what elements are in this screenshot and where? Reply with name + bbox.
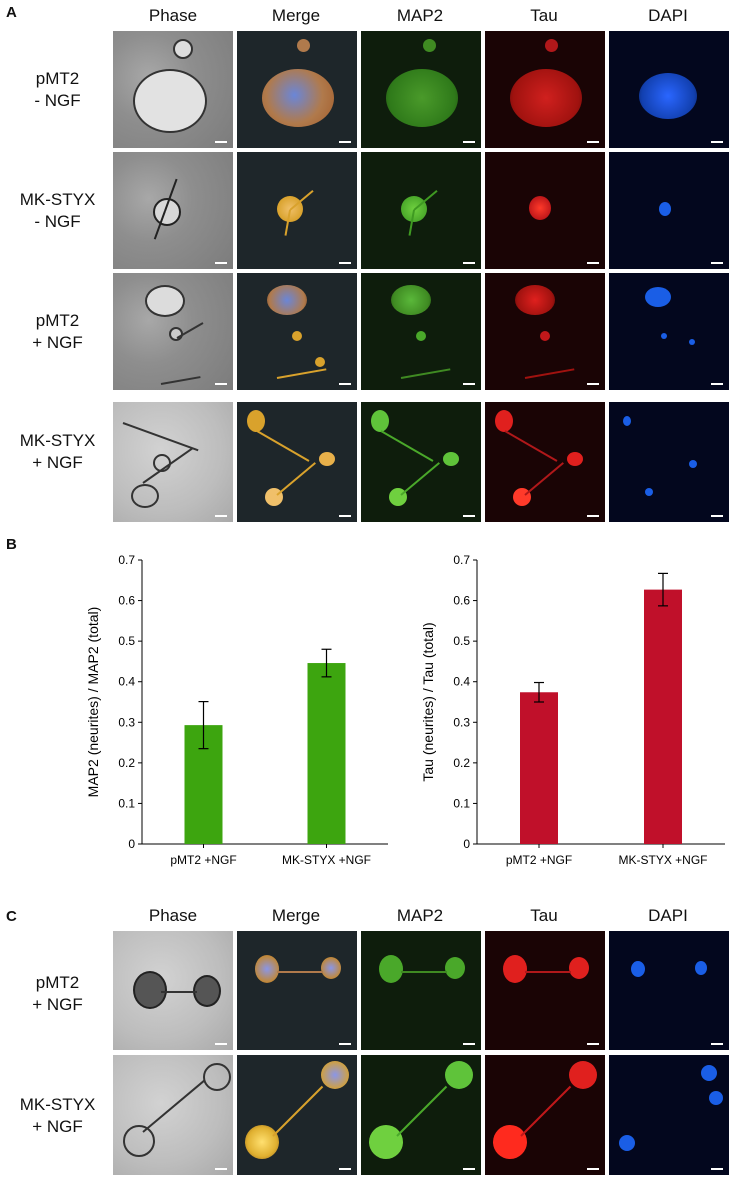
row-label-c1: pMT2 + NGF [5, 972, 110, 1016]
micrograph-c2-tau [485, 1055, 605, 1175]
tau-chart-ytick-label: 0.4 [453, 675, 470, 689]
tau-chart-ytick-label: 0.1 [453, 796, 470, 810]
row-label-c2-line2: + NGF [32, 1117, 83, 1136]
micrograph-c1-dapi [609, 931, 729, 1050]
map2-chart-ytick-label: 0.4 [118, 675, 135, 689]
micrograph-a1-dapi [609, 31, 729, 148]
column-header-phase: Phase [148, 6, 198, 25]
map2-chart-ytick-label: 0.6 [118, 594, 135, 608]
column-header-merge: Merge [271, 6, 321, 25]
micrograph-a2-tau [485, 152, 605, 269]
micrograph-a3-map2 [361, 273, 481, 390]
micrograph-a1-phase [113, 31, 233, 148]
tau-chart-ytick-label: 0.7 [453, 553, 470, 567]
row-label-a2: MK-STYX - NGF [5, 189, 110, 233]
tau-chart-bar [644, 589, 682, 844]
column-header-dapi-c: DAPI [648, 906, 688, 925]
micrograph-c1-merge [237, 931, 357, 1050]
tau-chart-ytick-label: 0.5 [453, 634, 470, 648]
column-header-merge-c: Merge [271, 906, 321, 925]
micrograph-a2-map2 [361, 152, 481, 269]
map2-chart-ytick-label: 0.3 [118, 715, 135, 729]
tau-chart-ytick-label: 0.3 [453, 715, 470, 729]
row-label-a2-line2: - NGF [34, 212, 81, 231]
column-header-dapi: DAPI [648, 6, 688, 25]
micrograph-a3-phase [113, 273, 233, 390]
map2-chart-ytick-label: 0.5 [118, 634, 135, 648]
map2-chart-category-label: MK-STYX +NGF [282, 853, 371, 867]
micrograph-a4-tau [485, 402, 605, 522]
micrograph-a4-phase [113, 402, 233, 522]
column-header-map2: MAP2 [396, 6, 444, 25]
row-label-a1-line2: - NGF [34, 91, 81, 110]
column-header-phase-c: Phase [148, 906, 198, 925]
micrograph-c1-tau [485, 931, 605, 1050]
row-label-a2-line1: MK-STYX [19, 190, 96, 209]
row-label-c2-line1: MK-STYX [19, 1095, 96, 1114]
tau-chart-bar [520, 692, 558, 844]
map2-chart-ytick-label: 0.7 [118, 553, 135, 567]
panel-a-letter: A [6, 4, 17, 21]
panel-b-letter: B [6, 536, 17, 553]
panel-c-letter: C [6, 908, 17, 925]
column-header-tau: Tau [530, 6, 558, 25]
row-label-c1-line2: + NGF [32, 995, 83, 1014]
tau-chart-ytick-label: 0.2 [453, 756, 470, 770]
micrograph-a4-map2 [361, 402, 481, 522]
micrograph-a4-dapi [609, 402, 729, 522]
row-label-a3: pMT2 + NGF [5, 310, 110, 354]
micrograph-a1-tau [485, 31, 605, 148]
row-label-a3-line2: + NGF [32, 333, 83, 352]
micrograph-a3-tau [485, 273, 605, 390]
micrograph-c2-dapi [609, 1055, 729, 1175]
micrograph-c1-phase [113, 931, 233, 1050]
row-label-a4: MK-STYX + NGF [5, 430, 110, 474]
row-label-a1: pMT2 - NGF [5, 68, 110, 112]
micrograph-c2-phase [113, 1055, 233, 1175]
micrograph-a4-merge [237, 402, 357, 522]
row-label-a4-line1: MK-STYX [19, 431, 96, 450]
micrograph-c1-map2 [361, 931, 481, 1050]
column-header-map2-c: MAP2 [396, 906, 444, 925]
map2-chart-ytick-label: 0.2 [118, 756, 135, 770]
map2-chart-ytick-label: 0 [128, 837, 135, 851]
tau-chart-ytick-label: 0.6 [453, 594, 470, 608]
row-label-a1-line1: pMT2 [35, 69, 80, 88]
column-header-tau-c: Tau [530, 906, 558, 925]
map2-chart-ylabel: MAP2 (neurites) / MAP2 (total) [85, 607, 101, 798]
chart-tau-ratio: 0 0.1 0.2 0.3 0.4 0.5 0.6 0.7 Tau (neurites) / T… [420, 553, 725, 867]
row-label-a3-line1: pMT2 [35, 311, 80, 330]
micrograph-c2-map2 [361, 1055, 481, 1175]
row-label-c1-line1: pMT2 [35, 973, 80, 992]
map2-chart-category-label: pMT2 +NGF [170, 853, 236, 867]
map2-chart-ytick-label: 0.1 [118, 796, 135, 810]
micrograph-a2-merge [237, 152, 357, 269]
row-label-c2: MK-STYX + NGF [5, 1094, 110, 1138]
map2-chart-bar [307, 663, 346, 844]
tau-chart-category-label: pMT2 +NGF [506, 853, 572, 867]
chart-map2-ratio: 0 0.1 0.2 0.3 0.4 0.5 0.6 0.7 MAP2 (neurites) / … [85, 553, 388, 867]
micrograph-a3-dapi [609, 273, 729, 390]
micrograph-a2-dapi [609, 152, 729, 269]
tau-chart-category-label: MK-STYX +NGF [618, 853, 707, 867]
row-label-a4-line2: + NGF [32, 453, 83, 472]
micrograph-a1-merge [237, 31, 357, 148]
tau-chart-ytick-label: 0 [463, 837, 470, 851]
micrograph-c2-merge [237, 1055, 357, 1175]
tau-chart-ylabel: Tau (neurites) / Tau (total) [420, 622, 436, 781]
micrograph-a1-map2 [361, 31, 481, 148]
micrograph-a2-phase [113, 152, 233, 269]
micrograph-a3-merge [237, 273, 357, 390]
